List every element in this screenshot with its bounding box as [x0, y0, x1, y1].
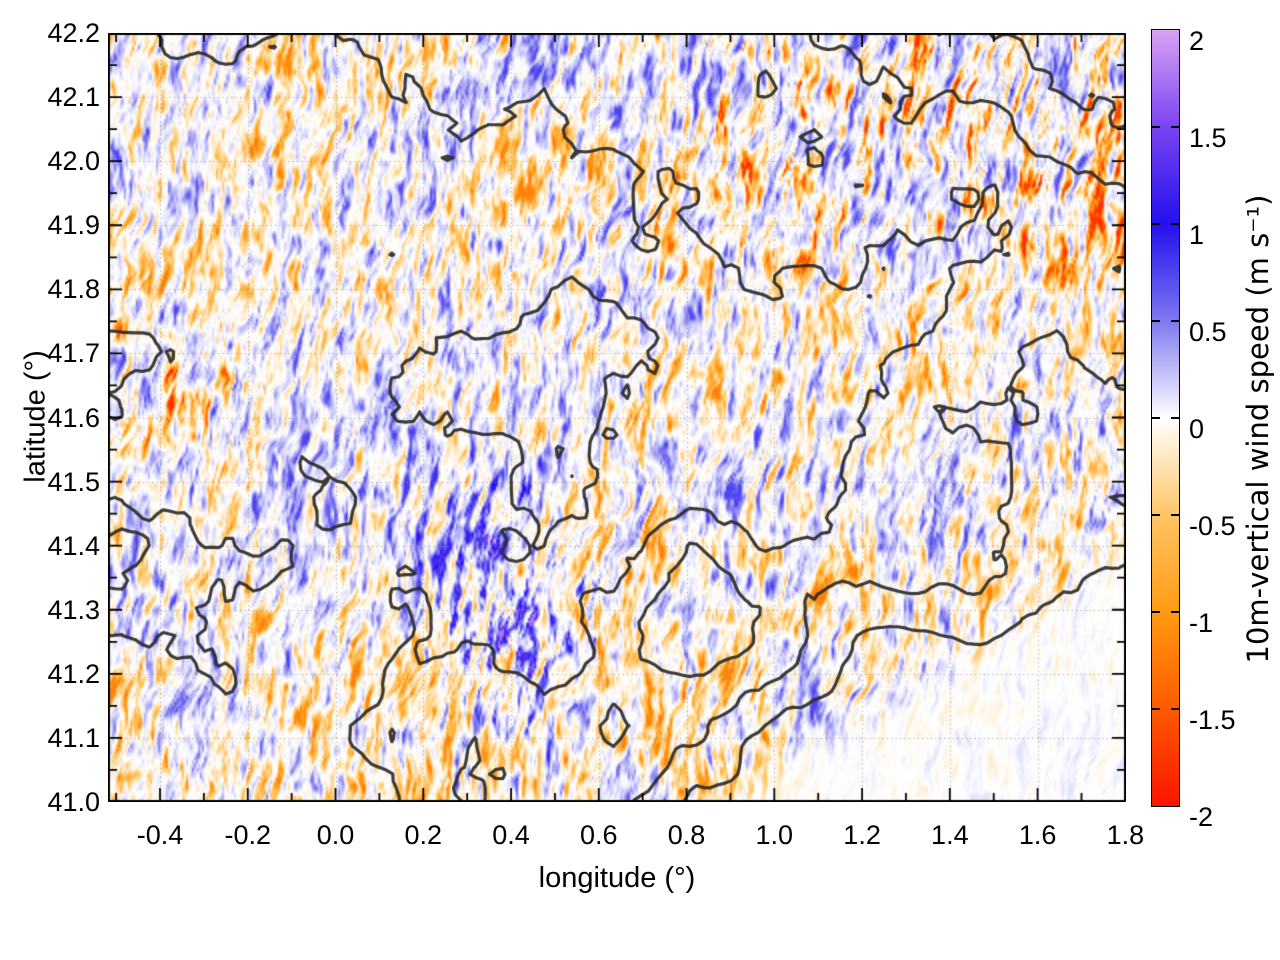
map-plot-canvas	[108, 33, 1126, 802]
y-tick-label: 42.0	[47, 146, 100, 177]
x-tick-label: 0.0	[316, 820, 355, 850]
colorbar-tick	[1152, 514, 1160, 516]
y-tick-label: 42.2	[47, 18, 100, 48]
colorbar-tick	[1152, 223, 1160, 225]
colorbar-tick	[1171, 708, 1179, 710]
x-tick-label: 1.8	[1106, 820, 1145, 850]
x-tick-label: 0.6	[580, 820, 618, 850]
x-tick-label: 1.0	[755, 820, 794, 850]
colorbar-tick	[1171, 611, 1179, 613]
x-tick-label: -0.2	[224, 820, 272, 850]
y-tick-label: 41.9	[47, 210, 100, 241]
colorbar-tick	[1152, 708, 1160, 710]
y-tick-label: 41.5	[47, 466, 100, 497]
x-axis-title: longitude (°)	[538, 862, 696, 894]
x-tick-label: 1.4	[931, 820, 969, 850]
colorbar-tick-label: 0	[1189, 414, 1205, 444]
colorbar-tick-label: 1.5	[1189, 123, 1227, 153]
x-tick-label: 1.2	[843, 820, 881, 850]
colorbar-tick-label: 0.5	[1189, 317, 1227, 347]
colorbar-tick-label: 2	[1189, 26, 1205, 56]
colorbar-tick	[1171, 514, 1179, 516]
colorbar-tick	[1152, 320, 1160, 322]
x-tick-label: 0.4	[492, 820, 530, 850]
y-tick-label: 41.2	[47, 658, 100, 689]
x-tick-label: -0.4	[136, 820, 184, 850]
colorbar-tick	[1152, 611, 1160, 613]
colorbar-tick	[1152, 417, 1160, 419]
colorbar-tick-label: -1	[1189, 608, 1214, 638]
y-tick-label: 42.1	[47, 82, 100, 113]
y-tick-label: 41.0	[47, 787, 100, 817]
y-tick-label: 41.1	[47, 722, 100, 753]
colorbar-tick	[1171, 223, 1179, 225]
colorbar-tick	[1171, 126, 1179, 128]
colorbar-tick-label: -2	[1189, 802, 1214, 832]
colorbar-tick	[1152, 126, 1160, 128]
colorbar-tick-label: 1	[1189, 220, 1205, 250]
y-tick-label: 41.4	[47, 530, 100, 561]
colorbar-tick	[1171, 320, 1179, 322]
colorbar-tick-label: -0.5	[1189, 511, 1236, 541]
x-tick-label: 0.8	[667, 820, 706, 850]
x-tick-label: 1.6	[1018, 820, 1057, 850]
y-tick-label: 41.8	[47, 274, 100, 305]
y-tick-label: 41.7	[47, 338, 100, 369]
y-tick-label: 41.6	[47, 402, 100, 433]
colorbar-tick-label: -1.5	[1189, 705, 1236, 735]
colorbar-tick	[1171, 417, 1179, 419]
x-tick-label: 0.2	[404, 820, 443, 850]
y-tick-label: 41.3	[47, 594, 100, 625]
